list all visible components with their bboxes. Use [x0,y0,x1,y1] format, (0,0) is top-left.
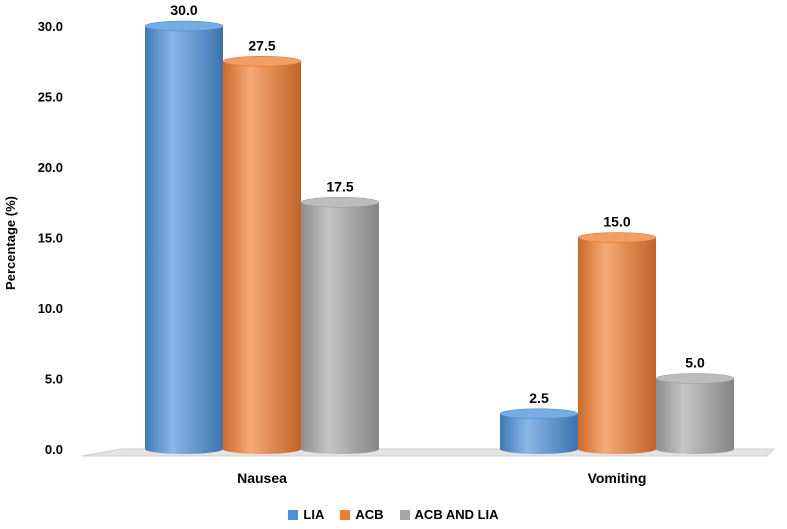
data-label: 15.0 [603,214,630,230]
bar-acb-and-lia-vomiting: 5.0 [655,355,735,454]
legend-label: ACB [355,507,384,522]
bar-lia-vomiting: 2.5 [499,390,579,454]
data-label: 30.0 [170,2,197,18]
legend-swatch [399,509,410,520]
bar-top [655,373,735,384]
bar-top [577,232,657,243]
bar-body [145,26,223,454]
data-label: 5.0 [685,355,705,371]
category-label: Nausea [237,470,287,486]
bar-body [656,378,734,454]
legend-item: LIA [288,507,324,522]
y-tick-label: 10.0 [38,301,63,316]
legend-label: ACB AND LIA [414,507,499,522]
bar-acb-vomiting: 15.0 [577,214,657,454]
bar-top [499,408,579,419]
y-axis-title: Percentage (%) [3,196,18,290]
category-label: Vomiting [588,470,647,486]
bar-acb-and-lia-nausea: 17.5 [300,178,380,454]
y-axis: 0.0 5.0 10.0 15.0 20.0 25.0 30.0 [38,19,63,457]
legend-label: LIA [303,507,325,522]
legend-swatch [340,509,351,520]
y-tick-label: 20.0 [38,160,63,175]
bar-lia-nausea: 30.0 [144,2,224,454]
legend-item: ACB [340,507,384,522]
y-tick-label: 0.0 [45,442,63,457]
y-tick-label: 30.0 [38,19,63,34]
bars: 30.0 27.5 17.5 2.5 15.0 5.0 [144,2,735,454]
bar-body [301,202,379,454]
bar-acb-nausea: 27.5 [222,37,302,454]
legend-swatch [288,509,299,520]
y-tick-label: 5.0 [45,372,63,387]
y-tick-label: 15.0 [38,231,63,246]
data-label: 27.5 [248,37,275,53]
bar-top [300,197,380,208]
bar-body [500,413,578,454]
x-axis: Nausea Vomiting [237,470,646,486]
data-label: 17.5 [326,178,353,194]
legend: LIA ACB ACB AND LIA [0,507,787,522]
bar-body [578,237,656,454]
y-tick-label: 25.0 [38,90,63,105]
bar-top [222,56,302,67]
legend-item: ACB AND LIA [399,507,499,522]
data-label: 2.5 [529,390,549,406]
bar-top [144,20,224,32]
bar-body [223,61,301,454]
